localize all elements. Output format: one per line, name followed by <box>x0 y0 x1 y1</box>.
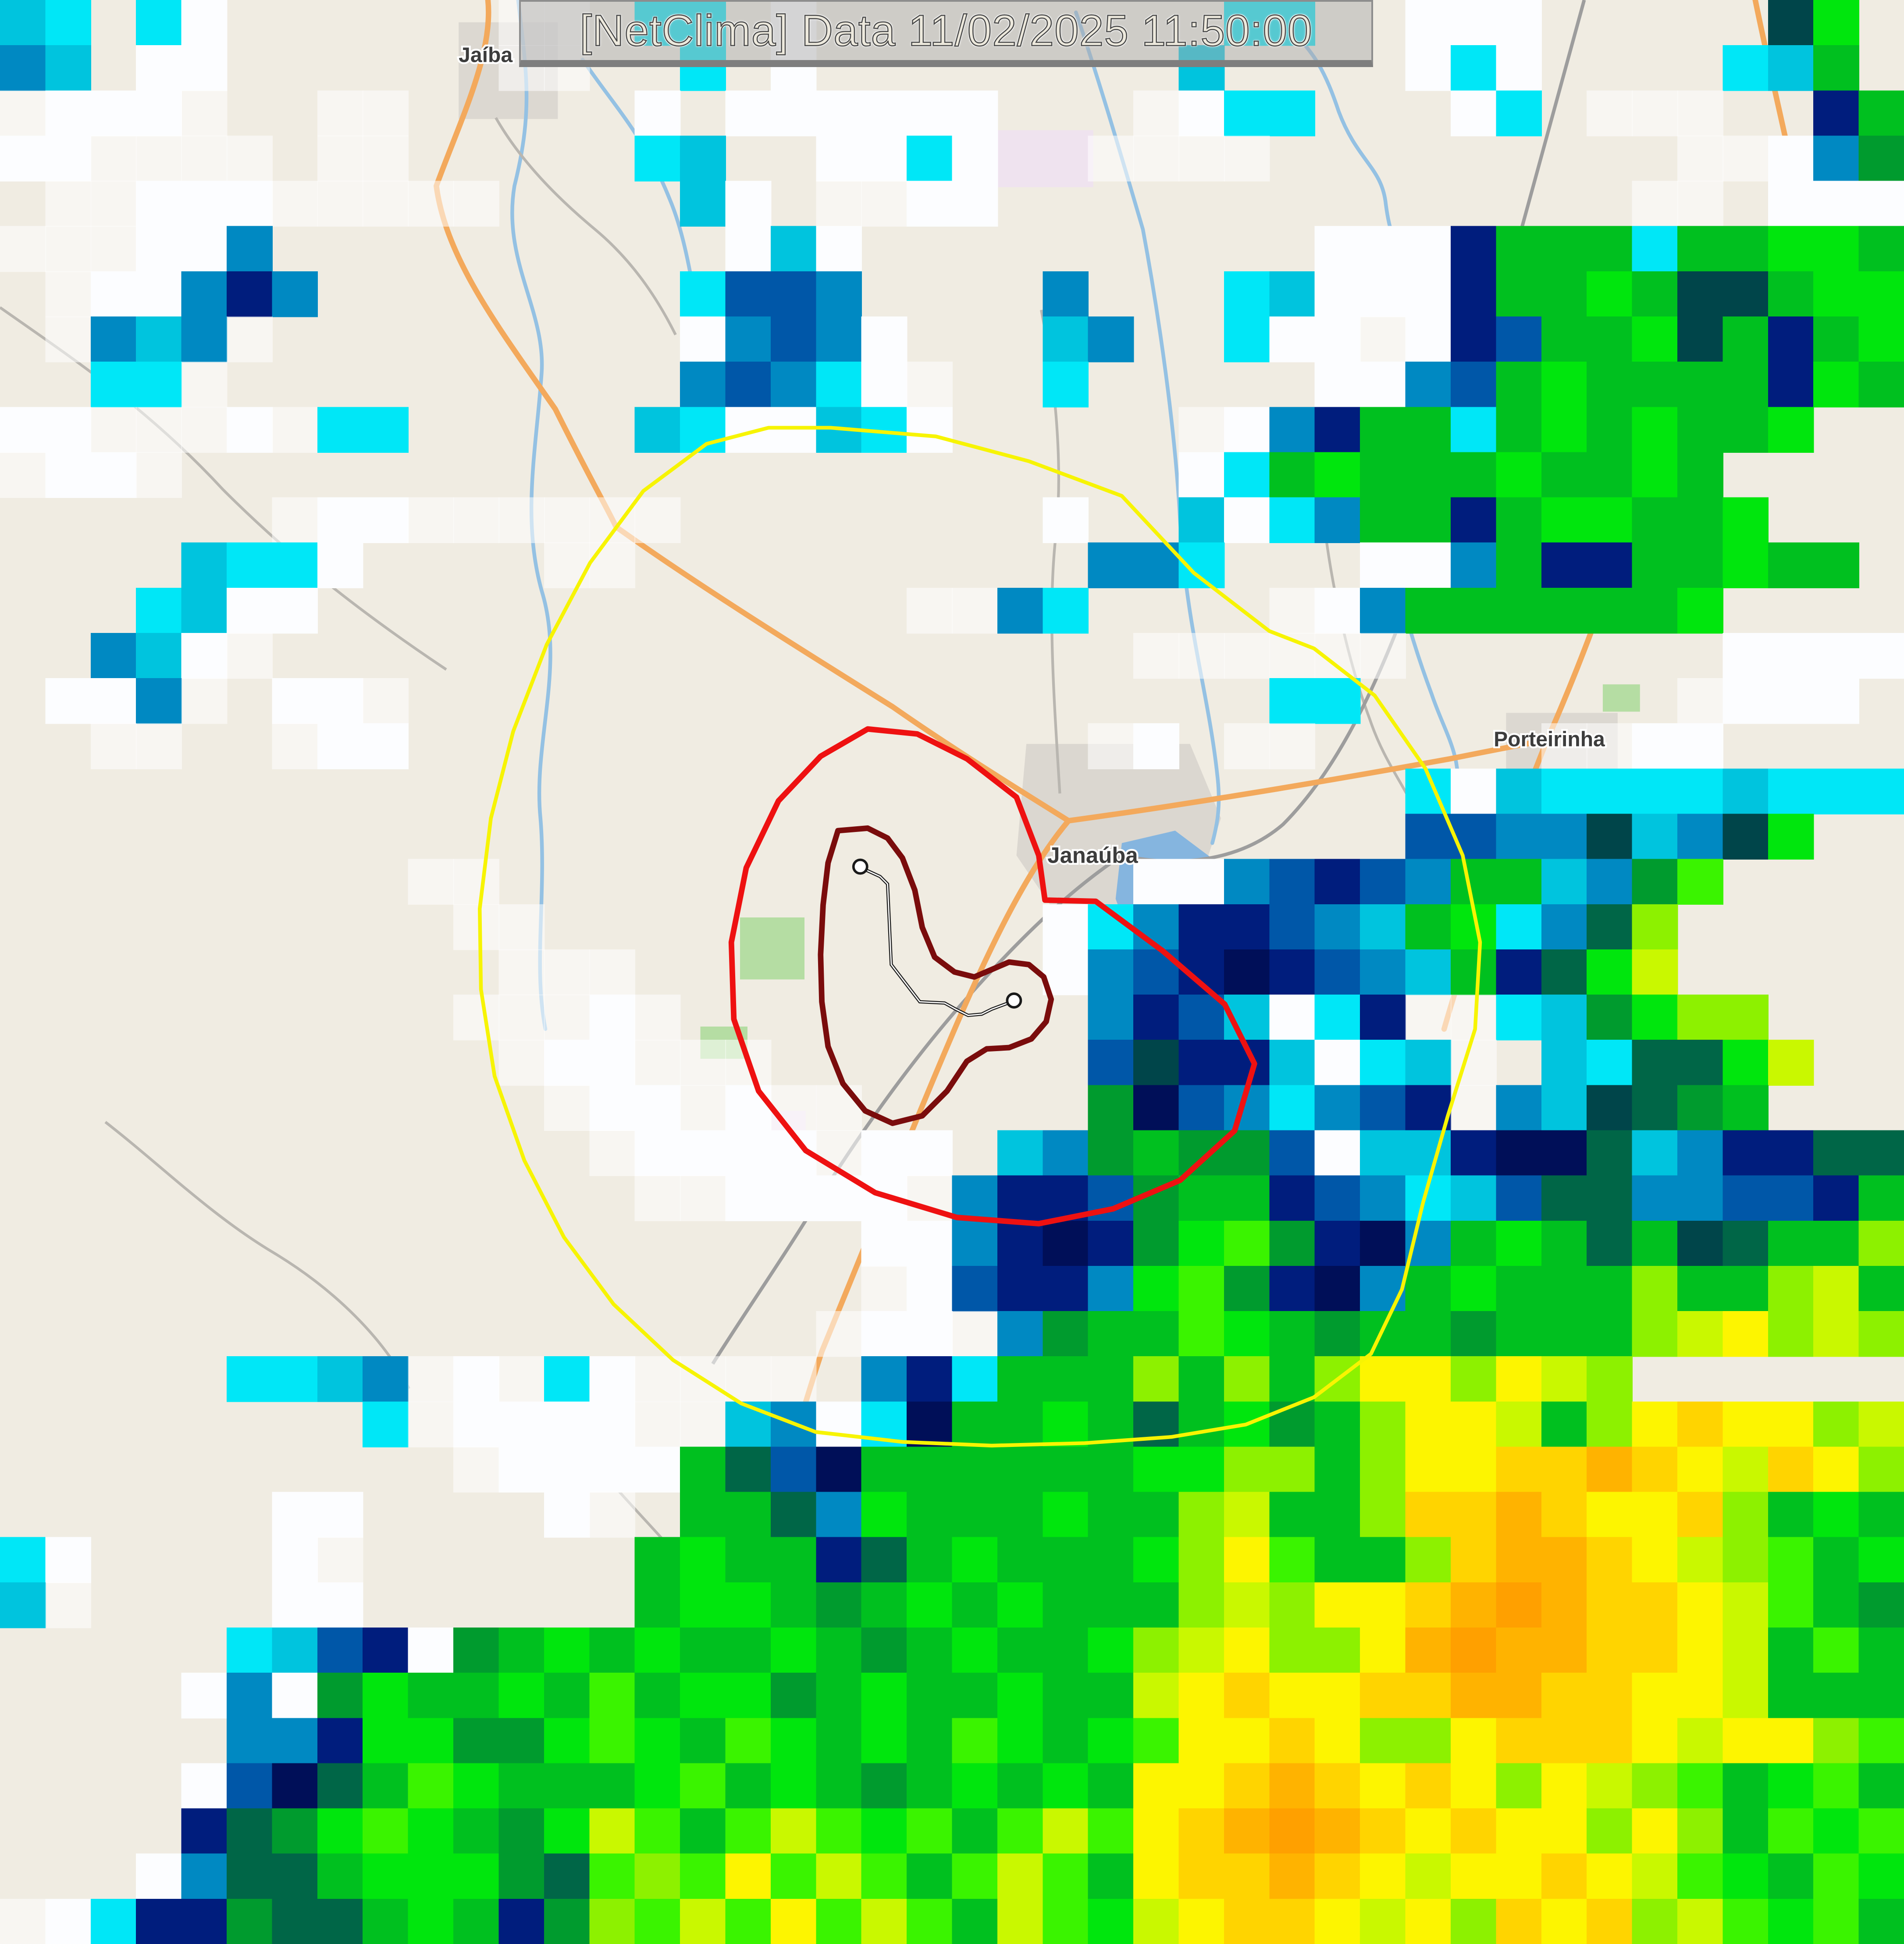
inner-alert-ring <box>818 825 1054 1126</box>
city-label-porteirinha: Porteirinha <box>1494 728 1605 751</box>
middle-alert-ring <box>728 726 1257 1227</box>
survey-track-line <box>852 858 1022 1017</box>
outer-range-ring <box>477 426 1482 1448</box>
city-label-janauba: Janaúba <box>1047 843 1138 868</box>
timestamp-text: [NetClima] Data 11/02/2025 11:50:00 <box>579 6 1313 56</box>
city-label-jaiba: Jaíba <box>459 43 513 67</box>
timestamp-banner: [NetClima] Data 11/02/2025 11:50:00 <box>519 0 1373 67</box>
track-endpoint-icon <box>1006 992 1022 1009</box>
track-endpoint-icon <box>852 858 868 875</box>
